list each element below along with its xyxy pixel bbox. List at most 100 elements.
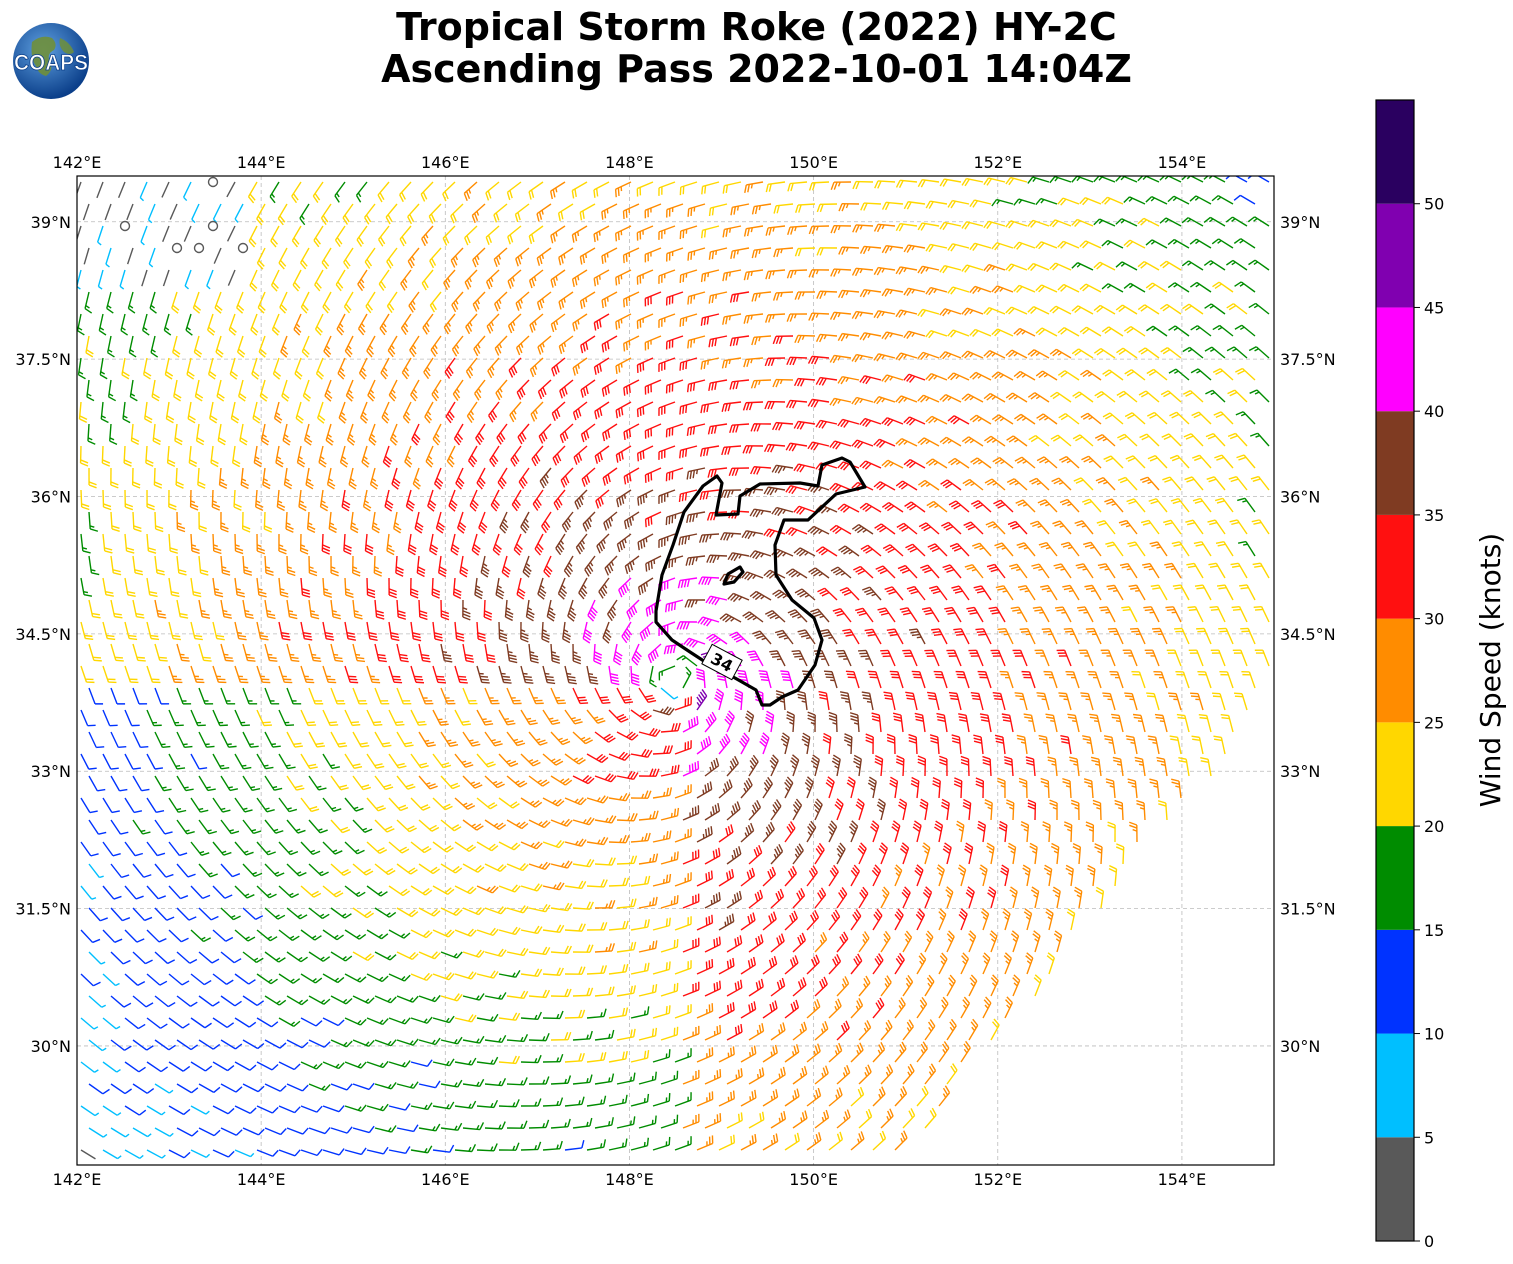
wind-barb-half-flag	[623, 494, 627, 499]
wind-barb	[787, 181, 808, 192]
wind-barb	[248, 225, 258, 248]
wind-barb-flag	[80, 459, 89, 464]
wind-barb	[121, 357, 130, 380]
wind-barb-half-flag	[347, 345, 352, 350]
wind-barb-flag	[665, 604, 668, 613]
wind-barb-half-flag	[1126, 568, 1132, 571]
wind-barb-flag	[874, 180, 879, 189]
wind-barb	[537, 577, 547, 600]
wind-barb	[150, 335, 159, 358]
wind-barb-half-flag	[903, 354, 908, 359]
wind-barb	[658, 489, 676, 504]
wind-barb-half-flag	[815, 269, 819, 275]
wind-barb-flag	[517, 212, 521, 221]
wind-barb	[183, 225, 192, 242]
wind-barb-flag	[811, 226, 816, 235]
wind-barb-flag	[401, 372, 408, 380]
wind-barb	[991, 414, 1014, 425]
wind-barb-flag	[942, 309, 949, 317]
wind-barb-half-flag	[1076, 176, 1081, 182]
wind-barb-flag	[518, 345, 523, 354]
wind-barb	[1031, 563, 1050, 579]
wind-barb	[926, 500, 948, 513]
wind-barb	[82, 203, 90, 221]
wind-barb-flag	[964, 564, 973, 568]
wind-barb-half-flag	[561, 584, 566, 589]
wind-barb	[455, 467, 465, 490]
wind-barb-half-flag	[728, 315, 731, 321]
wind-barb-flag	[639, 451, 642, 461]
wind-barb	[430, 335, 442, 357]
wind-barb	[961, 350, 984, 359]
wind-barb	[1035, 327, 1058, 337]
title-line-1: Tropical Storm Roke (2022) HY-2C	[396, 5, 1117, 49]
wind-barb-flag	[325, 439, 333, 446]
wind-barb-flag	[704, 577, 709, 586]
wind-barb-flag	[450, 215, 455, 224]
wind-barb-flag	[1237, 540, 1247, 544]
wind-barb-flag	[1228, 304, 1237, 311]
wind-barb-half-flag	[845, 377, 849, 383]
wind-barb	[1206, 476, 1226, 491]
wind-barb	[1162, 476, 1182, 491]
wind-barb	[983, 220, 1006, 230]
wind-barb-flag	[734, 467, 739, 476]
wind-barb-flag	[409, 214, 415, 222]
wind-barb	[257, 291, 266, 314]
wind-barb	[323, 335, 332, 358]
wind-barb-flag	[983, 177, 990, 186]
wind-barb-flag	[1052, 350, 1060, 357]
wind-barb-half-flag	[86, 393, 92, 397]
wind-barb-flag	[692, 513, 695, 522]
wind-barb	[550, 269, 566, 288]
wind-barb-flag	[1060, 371, 1068, 378]
wind-barb-flag	[1041, 587, 1050, 591]
wind-barb-flag	[1123, 196, 1131, 204]
wind-barb-flag	[615, 410, 619, 419]
wind-barb-flag	[574, 321, 578, 330]
wind-barb-flag	[466, 279, 472, 288]
wind-barb-flag	[247, 196, 255, 204]
wind-barb	[242, 599, 254, 619]
wind-barb	[961, 393, 984, 403]
wind-barb-flag	[494, 347, 500, 356]
wind-barb-half-flag	[1173, 327, 1179, 331]
wind-barb-flag	[789, 357, 794, 366]
wind-barb-half-flag	[738, 596, 743, 601]
wind-barb	[580, 423, 596, 443]
wind-barb-flag	[969, 285, 976, 294]
wind-barb-flag	[1148, 284, 1156, 291]
wind-barb-flag	[1097, 479, 1106, 484]
wind-barb-flag	[127, 594, 136, 598]
wind-barb-flag	[939, 351, 946, 359]
wind-barb	[358, 357, 368, 380]
wind-barb-flag	[475, 437, 481, 446]
wind-barb-half-flag	[107, 304, 112, 309]
wind-barb	[838, 202, 860, 212]
wind-barb-flag	[983, 393, 991, 400]
wind-barb-flag	[1016, 542, 1025, 546]
wind-barb	[499, 511, 509, 534]
wind-barb-flag	[507, 325, 513, 334]
wind-barb	[623, 423, 640, 441]
wind-barb	[1073, 477, 1094, 491]
wind-barb-flag	[1060, 541, 1069, 546]
wind-barb-flag	[703, 229, 707, 238]
wind-barb	[1139, 433, 1160, 447]
wind-barb-flag	[364, 261, 371, 269]
wind-barb-flag	[367, 303, 373, 311]
wind-barb	[1029, 477, 1050, 491]
wind-barb-flag	[1191, 411, 1200, 417]
wind-barb-flag	[983, 220, 990, 229]
wind-barb	[386, 291, 398, 314]
wind-barb	[381, 401, 390, 424]
wind-barb-flag	[152, 393, 160, 399]
wind-barb-flag	[944, 566, 953, 571]
wind-barb-flag	[832, 312, 838, 321]
wind-barb-flag	[556, 453, 562, 462]
wind-barb-half-flag	[306, 478, 312, 482]
wind-barb-flag	[528, 191, 532, 200]
wind-barb-flag	[642, 539, 646, 548]
wind-barb-half-flag	[881, 354, 886, 360]
wind-barb	[741, 571, 764, 581]
